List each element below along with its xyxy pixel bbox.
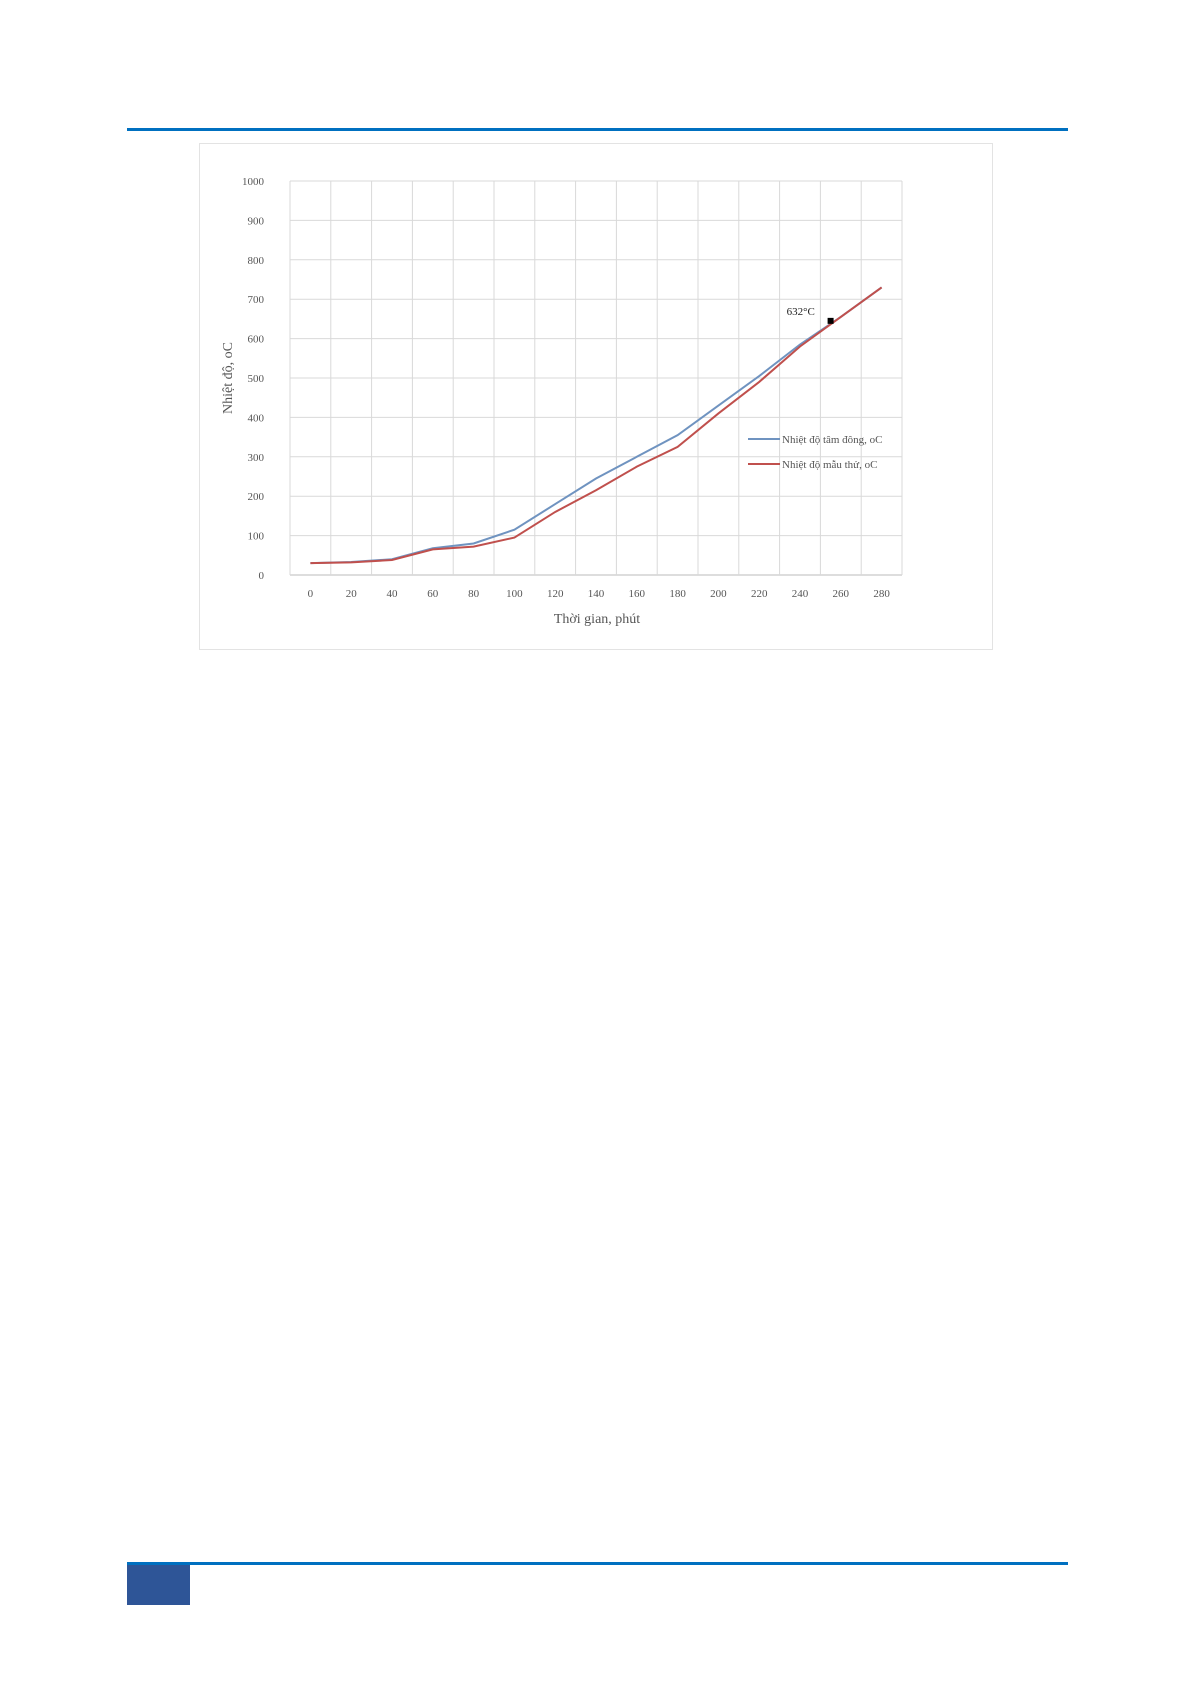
x-tick-label: 280 — [873, 588, 890, 600]
x-tick-label: 220 — [751, 588, 768, 600]
y-tick-label: 1000 — [242, 176, 265, 188]
y-tick-label: 300 — [248, 452, 265, 464]
x-tick-label: 160 — [629, 588, 646, 600]
x-tick-label: 80 — [468, 588, 480, 600]
y-tick-label: 700 — [248, 294, 265, 306]
x-tick-label: 20 — [346, 588, 358, 600]
y-tick-label: 400 — [248, 412, 265, 424]
y-tick-label: 800 — [248, 255, 265, 267]
x-tick-label: 100 — [506, 588, 523, 600]
footer-rule — [127, 1562, 1068, 1565]
annotation-label: 632°C — [787, 306, 815, 318]
y-tick-label: 100 — [248, 531, 265, 543]
y-tick-label: 200 — [248, 491, 265, 503]
x-tick-label: 260 — [833, 588, 850, 600]
x-tick-label: 200 — [710, 588, 727, 600]
legend-label-1: Nhiệt độ mẫu thử, oC — [782, 459, 877, 471]
y-tick-label: 500 — [248, 373, 265, 385]
x-tick-label: 180 — [669, 588, 686, 600]
x-tick-label: 120 — [547, 588, 564, 600]
series-line-0 — [310, 286, 883, 565]
header-rule — [127, 128, 1068, 131]
chart-frame — [199, 143, 993, 650]
x-tick-label: 140 — [588, 588, 605, 600]
x-tick-label: 40 — [387, 588, 399, 600]
y-tick-label: 900 — [248, 215, 265, 227]
x-tick-label: 60 — [427, 588, 439, 600]
x-axis-title: Thời gian, phút — [554, 612, 640, 627]
series-line-1 — [310, 286, 883, 565]
legend-label-0: Nhiệt độ tâm đông, oC — [782, 434, 883, 446]
annotation-marker — [827, 317, 834, 324]
y-tick-label: 600 — [248, 334, 265, 346]
y-tick-label: 0 — [259, 570, 265, 582]
y-axis-title: Nhiệt độ, oC — [221, 342, 236, 414]
x-tick-label: 240 — [792, 588, 809, 600]
page-number-box — [127, 1565, 190, 1605]
x-tick-label: 0 — [308, 588, 314, 600]
